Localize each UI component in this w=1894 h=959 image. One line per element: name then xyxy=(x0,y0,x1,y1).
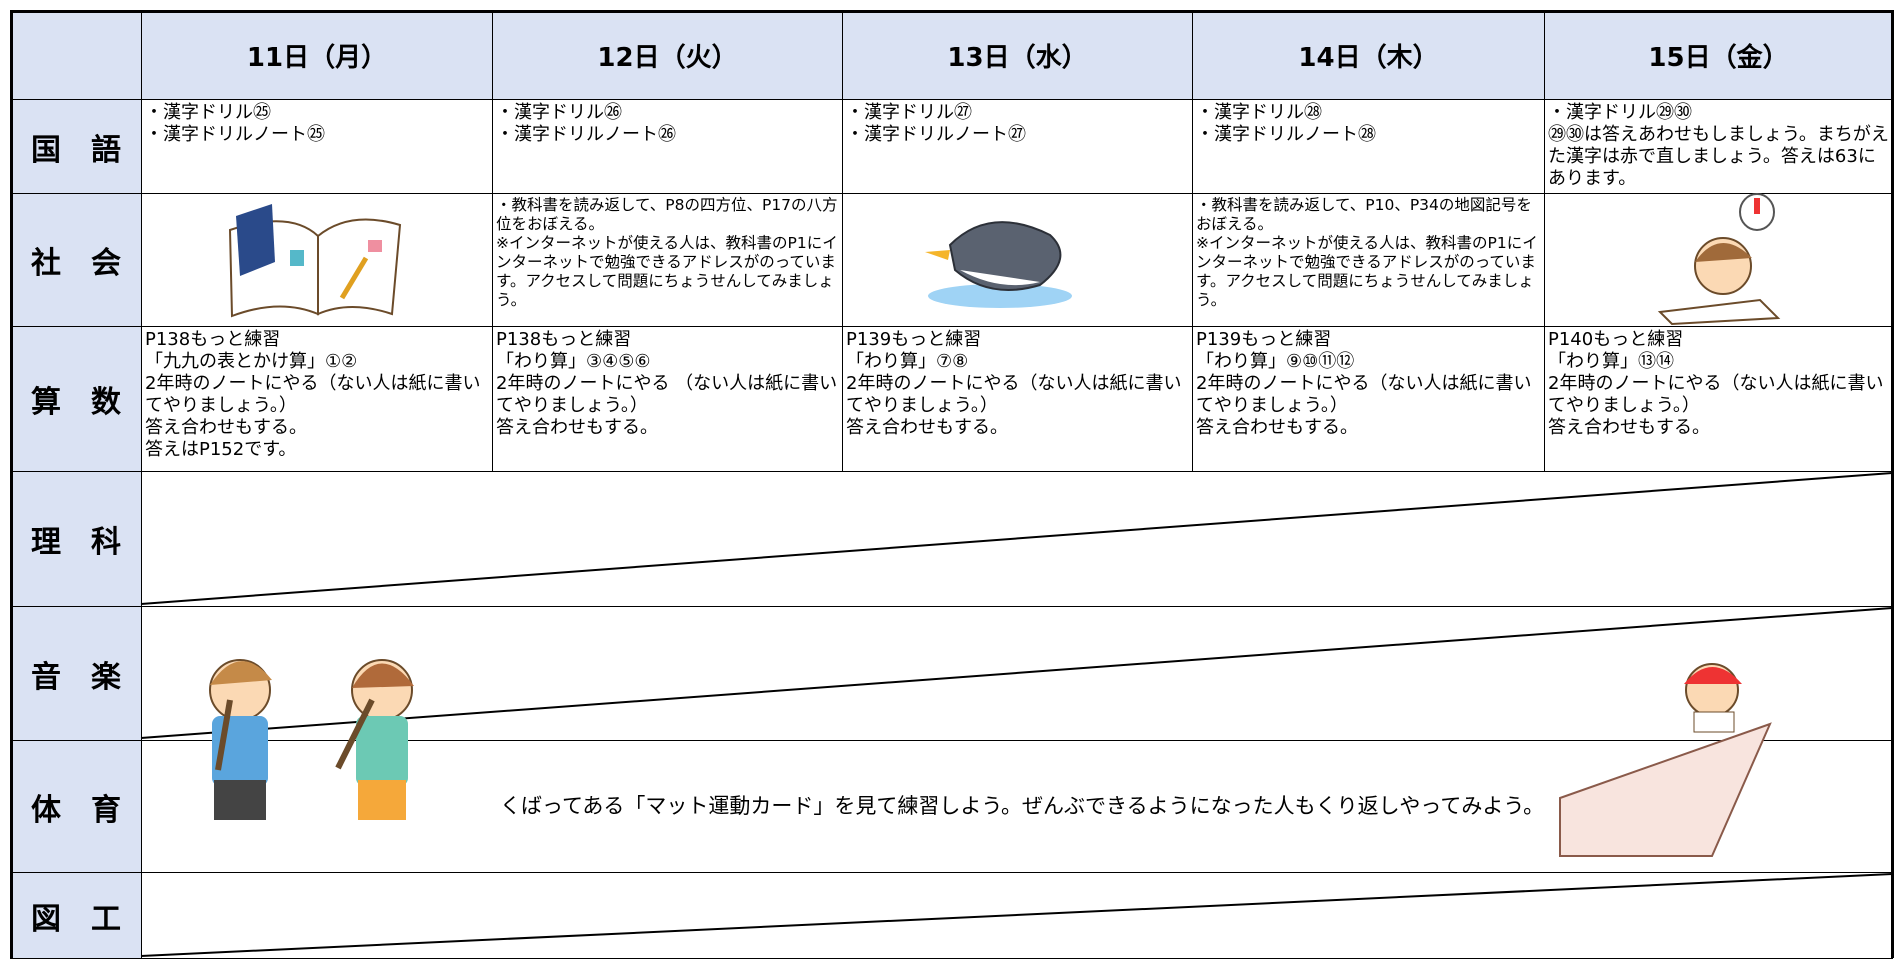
subject-label: 理 科 xyxy=(10,471,142,607)
cell-line: ・漢字ドリルノート㉗ xyxy=(846,124,1026,145)
cell-line: ・漢字ドリルノート㉖ xyxy=(496,124,676,145)
cell-line: ・漢字ドリルノート㉕ xyxy=(145,124,325,145)
cell-line: 答え合わせもする。 xyxy=(145,417,307,438)
subject-label: 図 工 xyxy=(10,872,142,959)
cell-line: ・漢字ドリル㉕ xyxy=(145,102,271,123)
cell-line: ・漢字ドリル㉖ xyxy=(496,102,622,123)
subject-label: 算 数 xyxy=(10,326,142,472)
note: くばってある「マット運動カード」を見て練習しよう。ぜんぶできるようになった人もく… xyxy=(500,794,1545,818)
cell-line: 答えはP152です。 xyxy=(145,439,297,460)
cell-line: P140もっと練習 xyxy=(1548,329,1684,350)
book-illustration xyxy=(228,204,402,318)
cell-line: ※インターネットが使える人は、教科書のP1にインターネットで勉強できるアドレスが… xyxy=(1196,234,1538,309)
cell: ・教科書を読み返して、P8の四方位、P17の八方位をおぼえる。 ※インターネットが… xyxy=(492,193,843,327)
day-header: 11日（月） xyxy=(141,10,493,100)
cell-line: ・教科書を読み返して、P10、P34の地図記号をおぼえる。 xyxy=(1196,196,1532,233)
cell-line: 2年時のノートにやる（ない人は紙に書いてやりましょう。） xyxy=(145,373,481,416)
cell-line: ・漢字ドリル㉗ xyxy=(846,102,972,123)
cell-line: ㉙㉚は答えあわせもしましょう。まちがえた漢字は赤で直しましょう。答えは63にあり… xyxy=(1548,124,1889,189)
day-header: 15日（金） xyxy=(1544,10,1893,100)
cell-line: 2年時のノートにやる （ない人は紙に書いてやりましょう。） xyxy=(496,373,838,416)
cell-line: P138もっと練習 xyxy=(496,329,632,350)
cell-line: 答え合わせもする。 xyxy=(496,417,658,438)
cell-line: 答え合わせもする。 xyxy=(1196,417,1358,438)
table-border xyxy=(10,10,1894,958)
cell-line: 「わり算」③④⑤⑥ xyxy=(496,351,651,372)
mat-illustration xyxy=(1559,663,1772,857)
cell-line: P139もっと練習 xyxy=(846,329,982,350)
child-study-illustration xyxy=(1657,193,1781,326)
penguin-illustration xyxy=(925,221,1072,308)
cell-line: 答え合わせもする。 xyxy=(1548,417,1710,438)
cell: P138もっと練習 「九九の表とかけ算」①② 2年時のノートにやる（ない人は紙に書い… xyxy=(141,326,493,472)
subject-label: 音 楽 xyxy=(10,606,142,741)
cell-line: ・漢字ドリルノート㉘ xyxy=(1196,124,1376,145)
cell-line: 答え合わせもする。 xyxy=(846,417,1008,438)
cell-line: 「わり算」⑬⑭ xyxy=(1548,351,1674,372)
cell-line: 「九九の表とかけ算」①② xyxy=(145,351,358,372)
cell-line: P139もっと練習 xyxy=(1196,329,1332,350)
cell: P138もっと練習 「わり算」③④⑤⑥ 2年時のノートにやる （ない人は紙に書いてや… xyxy=(492,326,843,472)
cell-line: ※インターネットが使える人は、教科書のP1にインターネットで勉強できるアドレスが… xyxy=(496,234,838,309)
recorder-children-illustration xyxy=(209,659,414,820)
subject-label: 社 会 xyxy=(10,193,142,327)
cell-line: 「わり算」⑨⑩⑪⑫ xyxy=(1196,351,1355,372)
cell-line: ・漢字ドリル㉙㉚ xyxy=(1548,102,1692,123)
cell-line: ・教科書を読み返して、P8の四方位、P17の八方位をおぼえる。 xyxy=(496,196,838,233)
cell-line: ・漢字ドリル㉘ xyxy=(1196,102,1322,123)
day-header: 12日（火） xyxy=(492,10,843,100)
cell-line: 2年時のノートにやる（ない人は紙に書いてやりましょう。） xyxy=(1196,373,1532,416)
cell-line: 「わり算」⑦⑧ xyxy=(846,351,969,372)
cell-line: 2年時のノートにやる（ない人は紙に書いてやりましょう。） xyxy=(1548,373,1884,416)
cell-line: P138もっと練習 xyxy=(145,329,281,350)
cell: ・教科書を読み返して、P10、P34の地図記号をおぼえる。 ※インターネットが使え… xyxy=(1192,193,1545,327)
cell-line: 2年時のノートにやる（ない人は紙に書いてやりましょう。） xyxy=(846,373,1182,416)
cell: ・漢字ドリル㉙㉚ ㉙㉚は答えあわせもしましょう。まちがえた漢字は赤で直しましょう。… xyxy=(1544,99,1893,194)
corner xyxy=(10,10,142,100)
cell: P140もっと練習 「わり算」⑬⑭ 2年時のノートにやる（ない人は紙に書いてやりまし… xyxy=(1544,326,1893,472)
